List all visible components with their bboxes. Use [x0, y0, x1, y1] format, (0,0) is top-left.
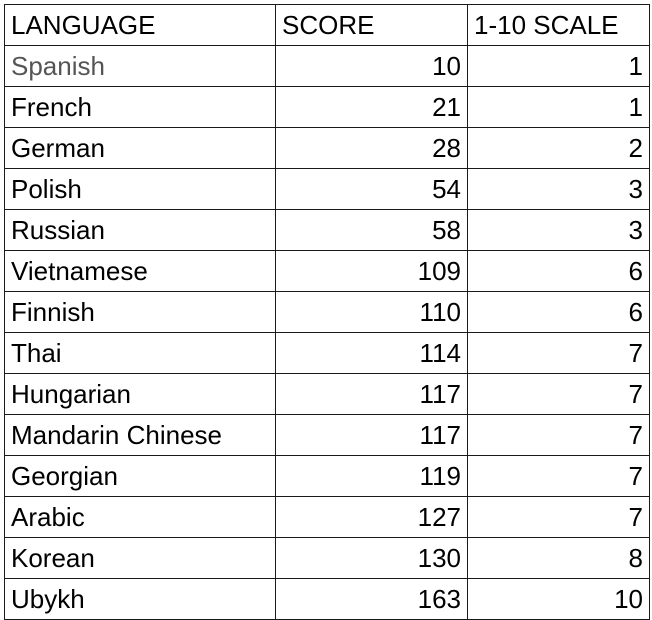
table-row: Mandarin Chinese 117 7	[4, 414, 650, 456]
cell-scale[interactable]: 7	[467, 455, 650, 497]
table-row: Russian 58 3	[4, 209, 650, 251]
cell-score[interactable]: 119	[275, 455, 468, 497]
cell-language[interactable]: German	[4, 127, 276, 169]
cell-scale[interactable]: 8	[467, 537, 650, 579]
cell-language[interactable]: Thai	[4, 332, 276, 374]
table-row: Georgian 119 7	[4, 455, 650, 497]
cell-scale[interactable]: 7	[467, 373, 650, 415]
cell-score[interactable]: 114	[275, 332, 468, 374]
cell-scale[interactable]: 7	[467, 332, 650, 374]
cell-language[interactable]: Ubykh	[4, 578, 276, 620]
cell-scale[interactable]: 2	[467, 127, 650, 169]
cell-language[interactable]: Vietnamese	[4, 250, 276, 292]
cell-language[interactable]: Polish	[4, 168, 276, 210]
cell-scale[interactable]: 7	[467, 496, 650, 538]
table-row: German 28 2	[4, 127, 650, 169]
cell-scale[interactable]: 10	[467, 578, 650, 620]
cell-score[interactable]: 127	[275, 496, 468, 538]
cell-score[interactable]: 10	[275, 45, 468, 87]
header-scale[interactable]: 1-10 SCALE	[467, 4, 650, 46]
table-body: Spanish 10 1 French 21 1 German 28 2 Polish 54 3 Rus…	[4, 45, 650, 620]
cell-scale[interactable]: 7	[467, 414, 650, 456]
table-row: Thai 114 7	[4, 332, 650, 374]
cell-score[interactable]: 163	[275, 578, 468, 620]
cell-language[interactable]: Hungarian	[4, 373, 276, 415]
table-row: Polish 54 3	[4, 168, 650, 210]
cell-score[interactable]: 28	[275, 127, 468, 169]
cell-language[interactable]: Russian	[4, 209, 276, 251]
cell-language[interactable]: French	[4, 86, 276, 128]
language-score-table: LANGUAGE SCORE 1-10 SCALE Spanish 10 1 Fren…	[4, 4, 650, 620]
cell-scale[interactable]: 6	[467, 250, 650, 292]
cell-score[interactable]: 58	[275, 209, 468, 251]
cell-language[interactable]: Korean	[4, 537, 276, 579]
cell-scale[interactable]: 3	[467, 168, 650, 210]
cell-score[interactable]: 109	[275, 250, 468, 292]
cell-scale[interactable]: 1	[467, 86, 650, 128]
header-score[interactable]: SCORE	[275, 4, 468, 46]
table-row: Hungarian 117 7	[4, 373, 650, 415]
cell-scale[interactable]: 3	[467, 209, 650, 251]
cell-scale[interactable]: 6	[467, 291, 650, 333]
table-row: Ubykh 163 10	[4, 578, 650, 620]
table-row: Finnish 110 6	[4, 291, 650, 333]
table-row: French 21 1	[4, 86, 650, 128]
cell-language[interactable]: Spanish	[4, 45, 276, 87]
cell-score[interactable]: 21	[275, 86, 468, 128]
cell-language[interactable]: Arabic	[4, 496, 276, 538]
cell-score[interactable]: 54	[275, 168, 468, 210]
header-row: LANGUAGE SCORE 1-10 SCALE	[4, 4, 650, 46]
cell-score[interactable]: 110	[275, 291, 468, 333]
table-row: Arabic 127 7	[4, 496, 650, 538]
table-row: Spanish 10 1	[4, 45, 650, 87]
cell-score[interactable]: 117	[275, 373, 468, 415]
cell-language[interactable]: Finnish	[4, 291, 276, 333]
cell-score[interactable]: 130	[275, 537, 468, 579]
cell-score[interactable]: 117	[275, 414, 468, 456]
cell-scale[interactable]: 1	[467, 45, 650, 87]
cell-language[interactable]: Mandarin Chinese	[4, 414, 276, 456]
table-row: Vietnamese 109 6	[4, 250, 650, 292]
cell-language[interactable]: Georgian	[4, 455, 276, 497]
table-row: Korean 130 8	[4, 537, 650, 579]
header-language[interactable]: LANGUAGE	[4, 4, 276, 46]
